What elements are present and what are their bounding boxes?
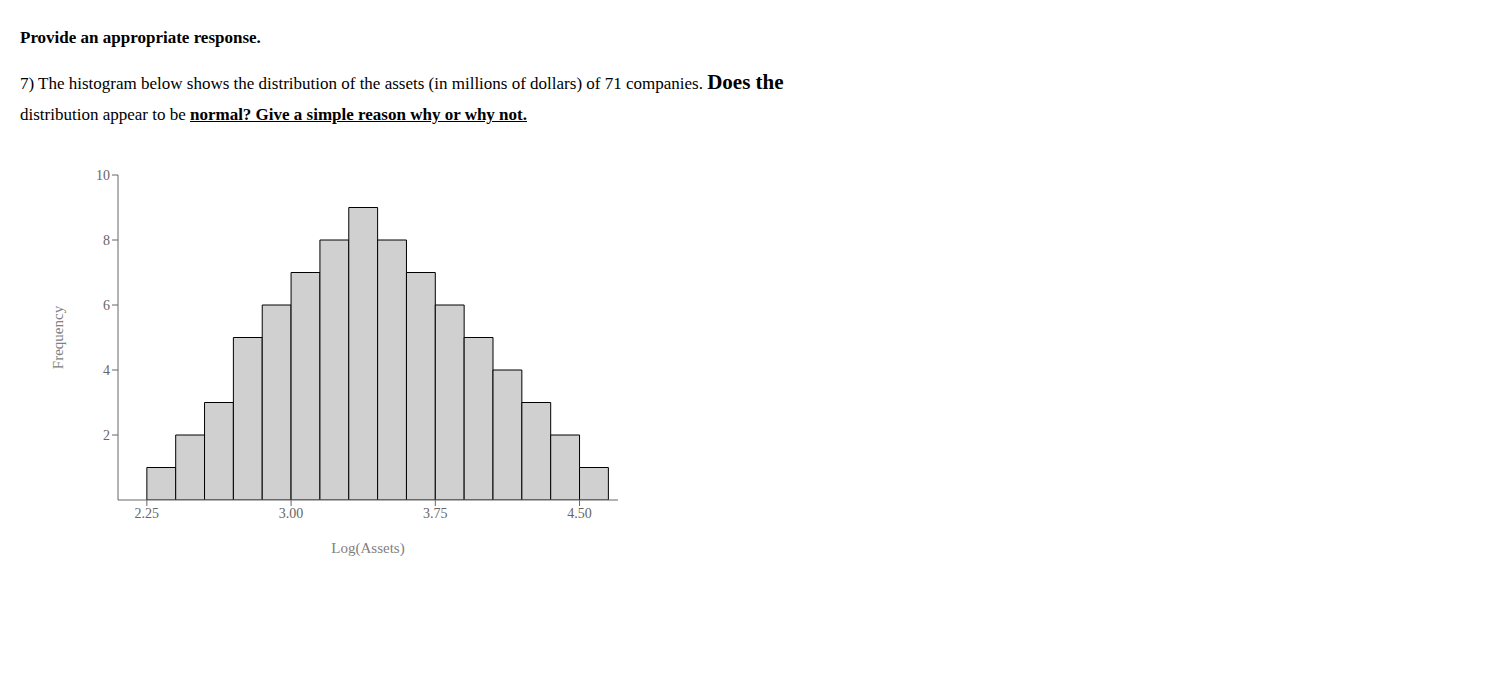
svg-text:4.50: 4.50 xyxy=(567,506,592,521)
svg-text:3.75: 3.75 xyxy=(423,506,448,521)
svg-text:4: 4 xyxy=(103,363,110,378)
svg-text:10: 10 xyxy=(96,168,110,183)
html-text:Provide an appropriate respons: Provide an appropriate response. xyxy=(20,28,261,47)
svg-text:Log(Assets): Log(Assets) xyxy=(331,540,404,557)
html-text:7) The histogram below shows t: 7) The histogram below shows the distrib… xyxy=(20,70,784,94)
svg-text:6: 6 xyxy=(103,298,110,313)
svg-text:3.00: 3.00 xyxy=(279,506,304,521)
html-text:distribution appear to be norm: distribution appear to be normal? Give a… xyxy=(20,105,527,124)
svg-text:Frequency: Frequency xyxy=(50,305,66,369)
svg-text:2: 2 xyxy=(103,428,110,443)
svg-text:2.25: 2.25 xyxy=(135,506,160,521)
svg-text:8: 8 xyxy=(103,233,110,248)
